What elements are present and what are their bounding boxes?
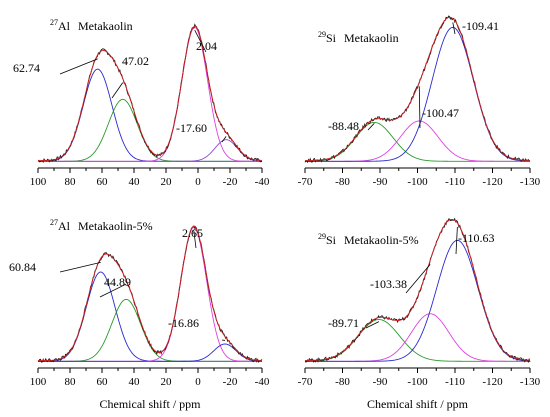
x-tick-label: -40 — [255, 376, 270, 388]
fitted-envelope — [304, 16, 531, 161]
component-curve — [38, 298, 262, 362]
fitted-envelope — [38, 25, 263, 161]
x-tick-label: 40 — [129, 176, 141, 188]
element-symbol: Si — [326, 31, 337, 45]
panel-al-metakaolin: 100 80 60 40 20 0 -20 -40 27Al Metakaolin 62.74 47.… — [13, 18, 270, 188]
x-tick-label: -20 — [223, 176, 238, 188]
element-symbol: Al — [58, 219, 71, 233]
component-curve — [38, 68, 262, 162]
panel-si-metakaolin-5: -70 -80 -90 -100 -110 -120 -130 Chemical shift … — [298, 217, 541, 411]
peak-label: -100.47 — [422, 106, 459, 120]
sample-name: Metakaolin-5% — [78, 219, 153, 233]
panel-title: 27Al Metakaolin-5% — [50, 218, 153, 233]
nucleus-superscript: 29 — [318, 30, 326, 39]
peak-leader-line — [455, 226, 458, 255]
peak-leader-line — [99, 283, 127, 298]
x-tick-label: -40 — [255, 176, 270, 188]
peak-label: -89.71 — [328, 316, 359, 330]
element-symbol: Si — [326, 233, 337, 247]
experimental-spectrum — [37, 224, 263, 364]
panel-si-metakaolin: -70 -80 -90 -100 -110 -120 -130 29Si Metakaolin -… — [298, 15, 541, 188]
peak-leader-line — [405, 264, 431, 294]
peak-leader-line — [193, 230, 197, 249]
panel-al-metakaolin-5: 100 80 60 40 20 0 -20 -40 Chemical shift / ppm 27… — [9, 218, 270, 411]
component-curve — [305, 239, 531, 362]
x-tick-label: -80 — [335, 376, 350, 388]
peak-label: 62.74 — [13, 61, 40, 75]
x-tick-label: 20 — [161, 176, 173, 188]
peak-label: -17.60 — [176, 121, 207, 135]
panel-title: 29Si Metakaolin-5% — [318, 232, 419, 247]
peak-label: 60.84 — [9, 260, 36, 274]
component-curve — [305, 26, 531, 162]
peak-label: -109.41 — [462, 19, 499, 33]
peak-label: -88.48 — [328, 119, 359, 133]
sample-name: Metakaolin — [78, 19, 133, 33]
x-tick-label: 100 — [30, 176, 47, 188]
x-tick-label: -110 — [445, 376, 465, 388]
peak-leader-line — [111, 82, 124, 99]
x-tick-label: 60 — [97, 376, 109, 388]
x-tick-label: 0 — [195, 176, 201, 188]
panel-title: 27Al Metakaolin — [50, 18, 133, 33]
x-tick-label: -120 — [482, 376, 503, 388]
peak-label: -110.63 — [458, 231, 495, 245]
peak-leader-line — [452, 22, 456, 35]
component-curve — [38, 98, 262, 162]
x-tick-label: -70 — [298, 376, 313, 388]
component-curve — [38, 139, 263, 162]
peak-label: 44.89 — [104, 275, 131, 289]
x-tick-label: -100 — [407, 176, 428, 188]
x-tick-label: 0 — [195, 376, 201, 388]
peak-leader-line — [367, 123, 375, 131]
x-axis-label: Chemical shift / ppm — [367, 397, 469, 411]
peak-label: 2.65 — [182, 226, 203, 240]
x-tick-label: -110 — [445, 176, 465, 188]
peak-label: 47.02 — [122, 54, 149, 68]
peak-label: -103.38 — [370, 277, 407, 291]
peak-leader-line — [194, 30, 207, 53]
panel-title: 29Si Metakaolin — [318, 30, 399, 45]
x-tick-label: 100 — [30, 376, 47, 388]
experimental-spectrum — [304, 15, 531, 164]
peak-leader-line — [365, 321, 380, 329]
peak-label: -16.86 — [168, 316, 199, 330]
x-tick-label: -90 — [373, 376, 388, 388]
peak-label: 2.04 — [196, 39, 217, 53]
nucleus-superscript: 29 — [318, 232, 326, 241]
component-curve — [38, 343, 263, 362]
element-symbol: Al — [58, 19, 71, 33]
x-tick-label: -20 — [223, 376, 238, 388]
x-tick-label: -130 — [520, 176, 541, 188]
x-tick-label: 60 — [97, 176, 109, 188]
sample-name: Metakaolin — [344, 31, 399, 45]
peak-leader-line — [59, 262, 101, 273]
x-tick-label: 80 — [65, 376, 77, 388]
x-tick-label: -100 — [407, 376, 428, 388]
x-tick-label: -130 — [520, 376, 541, 388]
x-axis-label: Chemical shift / ppm — [100, 397, 202, 411]
x-tick-label: -70 — [298, 176, 313, 188]
fitted-envelope — [38, 225, 263, 361]
nucleus-superscript: 27 — [50, 218, 58, 227]
x-tick-label: -80 — [335, 176, 350, 188]
peak-leader-line — [59, 58, 98, 75]
x-tick-label: -120 — [482, 176, 503, 188]
x-tick-label: 20 — [161, 376, 173, 388]
sample-name: Metakaolin-5% — [344, 233, 419, 247]
nucleus-superscript: 27 — [50, 18, 58, 27]
fitted-envelope — [304, 218, 531, 361]
x-tick-label: 40 — [129, 376, 141, 388]
peak-leader-line — [221, 136, 227, 143]
x-tick-label: 80 — [65, 176, 77, 188]
peak-leader-line — [418, 86, 421, 129]
x-tick-label: -90 — [373, 176, 388, 188]
